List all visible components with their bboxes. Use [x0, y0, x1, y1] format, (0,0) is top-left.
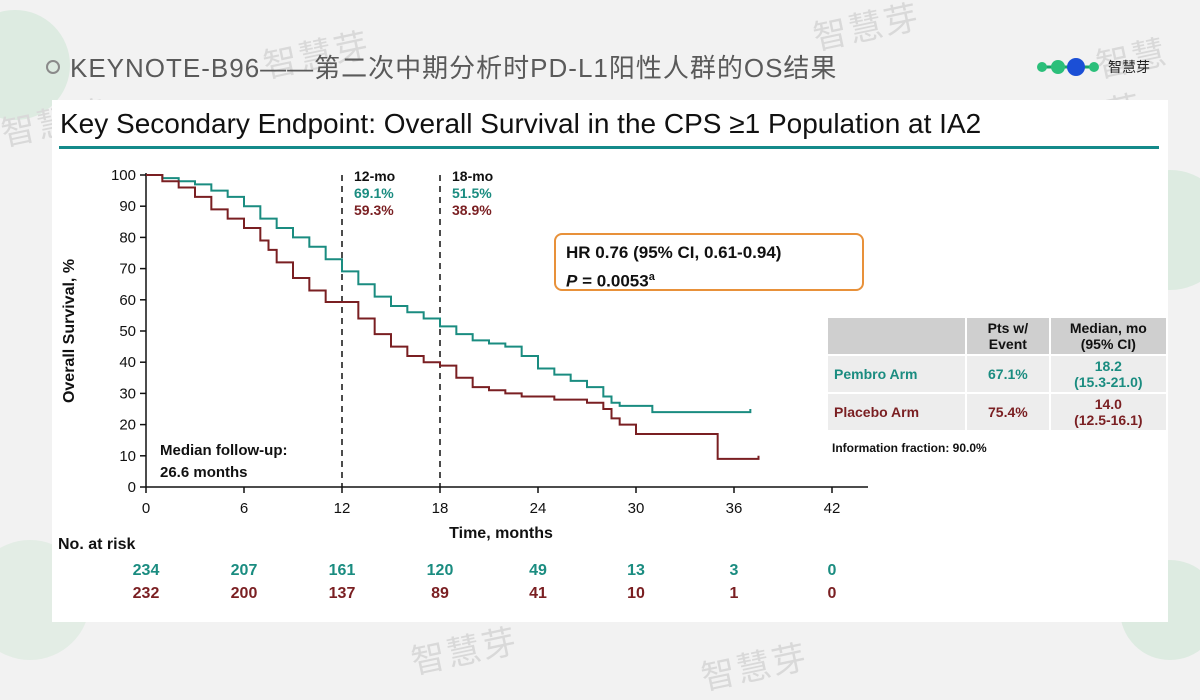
- x-tick-label: 36: [726, 500, 743, 517]
- reference-placebo-value: 59.3%: [354, 202, 394, 218]
- reference-placebo-value: 38.9%: [452, 202, 492, 218]
- at-risk-placebo-value: 232: [133, 585, 160, 602]
- x-tick-label: 24: [530, 500, 547, 517]
- hr-text: HR 0.76 (95% CI, 0.61-0.94): [566, 243, 782, 262]
- reference-label: 18-mo: [452, 168, 493, 184]
- watermark-text: 智慧芽: [697, 637, 812, 699]
- stats-table: Pts w/ Event Median, mo (95% CI) Pembro …: [826, 316, 1168, 432]
- stats-event-value: 67.1%: [967, 356, 1049, 392]
- slide-title: KEYNOTE-B96——第二次中期分析时PD-L1阳性人群的OS结果: [46, 48, 837, 85]
- at-risk-pembro-value: 161: [329, 562, 356, 579]
- reference-label: 12-mo: [354, 168, 395, 184]
- x-tick-label: 42: [824, 500, 841, 517]
- at-risk-placebo-value: 200: [231, 585, 258, 602]
- y-tick-label: 40: [119, 354, 136, 371]
- at-risk-placebo-value: 89: [431, 585, 449, 602]
- y-tick-label: 90: [119, 198, 136, 215]
- series-line-pembro: [146, 174, 752, 414]
- at-risk-pembro-value: 49: [529, 562, 547, 579]
- median-followup-label: Median follow-up:: [160, 442, 287, 459]
- title-rule: [59, 146, 1159, 149]
- y-tick-label: 70: [119, 261, 136, 278]
- slide-title-text: KEYNOTE-B96——第二次中期分析时PD-L1阳性人群的OS结果: [70, 53, 838, 83]
- x-tick-label: 0: [142, 500, 150, 517]
- x-tick-label: 30: [628, 500, 645, 517]
- logo-icon: [1037, 58, 1099, 76]
- stats-arm-label: Pembro Arm: [828, 356, 966, 392]
- at-risk-pembro-value: 0: [828, 562, 837, 579]
- information-fraction: Information fraction: 90.0%: [832, 441, 987, 455]
- at-risk-placebo-value: 10: [627, 585, 645, 602]
- at-risk-pembro-value: 120: [427, 562, 454, 579]
- reference-pembro-value: 69.1%: [354, 185, 394, 201]
- watermark-text: 智慧芽: [407, 621, 522, 683]
- y-tick-label: 0: [128, 479, 136, 496]
- y-tick-label: 60: [119, 292, 136, 309]
- stats-row-placebo: Placebo Arm 75.4% 14.0 (12.5-16.1): [828, 394, 1166, 430]
- y-tick-label: 50: [119, 323, 136, 340]
- stats-row-pembro: Pembro Arm 67.1% 18.2 (15.3-21.0): [828, 356, 1166, 392]
- at-risk-pembro-value: 234: [133, 562, 160, 579]
- y-tick-label: 10: [119, 448, 136, 465]
- stats-event-value: 75.4%: [967, 394, 1049, 430]
- x-tick-label: 18: [432, 500, 449, 517]
- y-tick-label: 80: [119, 229, 136, 246]
- stats-header-events: Pts w/ Event: [967, 318, 1049, 354]
- stats-median-value: 18.2: [1094, 358, 1122, 374]
- logo-text: 智慧芽: [1108, 60, 1150, 76]
- p-value-line: P = 0.0053a: [566, 265, 852, 294]
- at-risk-pembro-value: 13: [627, 562, 645, 579]
- at-risk-placebo-value: 137: [329, 585, 356, 602]
- at-risk-pembro-value: 207: [231, 562, 258, 579]
- chart-title: Key Secondary Endpoint: Overall Survival…: [60, 108, 982, 139]
- y-tick-label: 100: [111, 167, 136, 184]
- y-axis-label: Overall Survival, %: [61, 259, 78, 403]
- series-line-placebo: [146, 174, 760, 460]
- stats-header-median: Median, mo (95% CI): [1050, 318, 1166, 354]
- brand-logo: 智慧芽: [1036, 52, 1150, 82]
- y-tick-label: 20: [119, 417, 136, 434]
- stats-median-cell: 14.0 (12.5-16.1): [1050, 394, 1166, 430]
- stats-ci-value: (12.5-16.1): [1074, 412, 1143, 428]
- stats-ci-value: (15.3-21.0): [1074, 374, 1143, 390]
- at-risk-pembro-value: 3: [730, 562, 739, 579]
- y-tick-label: 30: [119, 385, 136, 402]
- p-value: = 0.0053: [577, 271, 649, 291]
- stats-header-blank: [828, 318, 966, 354]
- stats-arm-label: Placebo Arm: [828, 394, 966, 430]
- x-tick-label: 12: [334, 500, 351, 517]
- stats-header-row: Pts w/ Event Median, mo (95% CI): [828, 318, 1166, 354]
- median-followup-value: 26.6 months: [160, 464, 248, 481]
- p-label: P: [566, 271, 578, 291]
- at-risk-placebo-value: 1: [730, 585, 739, 602]
- at-risk-label: No. at risk: [58, 536, 135, 553]
- x-tick-label: 6: [240, 500, 248, 517]
- reference-pembro-value: 51.5%: [452, 185, 492, 201]
- at-risk-placebo-value: 0: [828, 585, 837, 602]
- bullet-circle-icon: [46, 60, 60, 75]
- at-risk-placebo-value: 41: [529, 585, 547, 602]
- p-footnote: a: [648, 271, 655, 283]
- stats-median-cell: 18.2 (15.3-21.0): [1050, 356, 1166, 392]
- stats-median-value: 14.0: [1094, 396, 1122, 412]
- hazard-ratio-box: HR 0.76 (95% CI, 0.61-0.94) P = 0.0053a: [554, 233, 864, 291]
- x-axis-label: Time, months: [449, 525, 553, 542]
- content-panel: Key Secondary Endpoint: Overall Survival…: [52, 100, 1168, 622]
